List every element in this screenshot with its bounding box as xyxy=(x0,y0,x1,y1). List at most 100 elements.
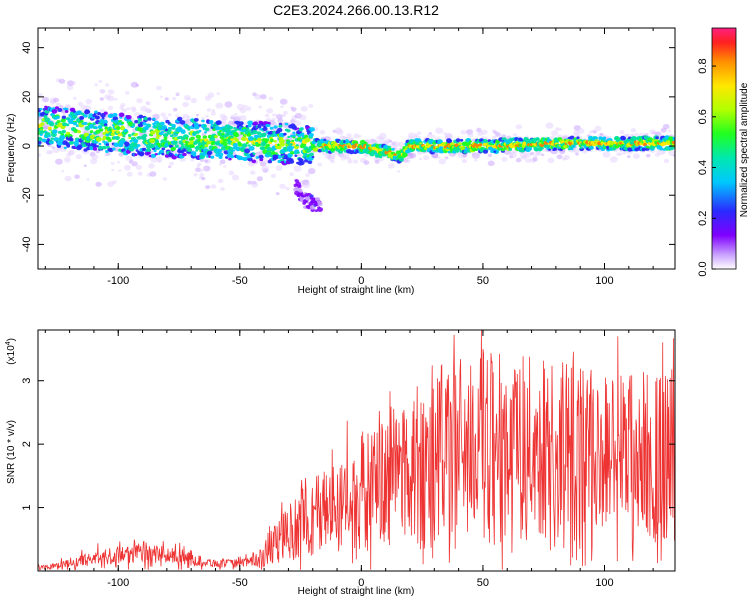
heatmap-cell xyxy=(118,169,122,172)
heatmap-cell xyxy=(646,153,651,158)
heatmap-cell xyxy=(269,154,274,158)
heatmap-cell xyxy=(150,153,157,158)
heatmap-cell xyxy=(170,131,174,134)
heatmap-cell xyxy=(556,154,563,160)
heatmap-cell xyxy=(245,130,249,133)
heatmap-cell xyxy=(162,177,167,181)
heatmap-cell xyxy=(509,151,517,159)
heatmap-cell xyxy=(52,129,58,134)
heatmap-cell xyxy=(103,111,108,115)
heatmap-cell xyxy=(244,148,251,154)
heatmap-cell xyxy=(513,133,518,137)
heatmap-cell xyxy=(131,123,136,126)
heatmap-cell xyxy=(198,124,202,127)
heatmap-cell xyxy=(40,122,45,126)
heatmap-cell xyxy=(391,148,395,151)
heatmap-cell xyxy=(204,159,209,163)
heatmap-cell xyxy=(122,108,128,113)
heatmap-cell xyxy=(73,96,77,100)
heatmap-cell xyxy=(323,138,327,142)
heatmap-cell xyxy=(317,162,323,167)
heatmap-cell xyxy=(138,118,142,122)
heatmap-cell xyxy=(607,135,612,139)
heatmap-cell xyxy=(89,130,94,134)
heatmap-cell xyxy=(102,136,106,139)
snr-xtick-label: 0 xyxy=(358,577,364,589)
heatmap-cell xyxy=(163,116,169,121)
heatmap-cell xyxy=(275,192,280,196)
heatmap-cell xyxy=(118,140,125,145)
heatmap-cell xyxy=(147,117,152,121)
heatmap-cell xyxy=(254,94,262,100)
heatmap-cell xyxy=(171,124,176,128)
heatmap-cell xyxy=(49,122,55,127)
heatmap-cell xyxy=(482,149,489,154)
heatmap-cell xyxy=(330,159,335,164)
heatmap-cell xyxy=(75,154,82,160)
heatmap-cell xyxy=(599,132,604,136)
heatmap-cell xyxy=(293,120,301,126)
heatmap-cell xyxy=(197,162,202,166)
spectrogram-ytick-label: 0 xyxy=(21,143,33,149)
heatmap-cell xyxy=(258,154,264,159)
heatmap-cell xyxy=(297,184,302,188)
heatmap-cell xyxy=(272,113,277,117)
heatmap-cell xyxy=(51,109,58,114)
heatmap-cell xyxy=(108,113,114,118)
heatmap-cell xyxy=(57,141,63,146)
heatmap-cell xyxy=(39,107,43,111)
heatmap-cell xyxy=(277,127,283,133)
heatmap-cell xyxy=(186,147,193,153)
heatmap-cell xyxy=(286,145,293,151)
heatmap-cell xyxy=(228,146,234,151)
heatmap-cell xyxy=(298,189,303,193)
heatmap-cell xyxy=(279,183,286,189)
heatmap-cell xyxy=(147,124,152,127)
heatmap-cell xyxy=(397,141,405,148)
heatmap-cell xyxy=(205,114,209,118)
heatmap-cell xyxy=(133,139,139,144)
heatmap-cell xyxy=(128,146,135,152)
heatmap-cell xyxy=(108,126,112,129)
heatmap-cell xyxy=(174,153,178,157)
heatmap-cell xyxy=(75,139,80,143)
heatmap-cell xyxy=(278,124,283,128)
heatmap-cell xyxy=(92,122,96,126)
heatmap-cell xyxy=(245,127,250,131)
heatmap-cell xyxy=(110,161,115,165)
heatmap-cell xyxy=(60,118,66,123)
heatmap-cell xyxy=(308,104,314,108)
heatmap-cell xyxy=(155,136,160,140)
heatmap-cell xyxy=(571,144,576,148)
heatmap-cell xyxy=(172,97,177,101)
heatmap-cell xyxy=(667,129,672,133)
snr-ytick-label: 1 xyxy=(21,505,33,511)
heatmap-cell xyxy=(221,132,225,136)
heatmap-cell xyxy=(300,132,305,136)
heatmap-cell xyxy=(266,147,273,152)
heatmap-cell xyxy=(388,147,392,151)
heatmap-cell xyxy=(455,138,461,143)
heatmap-cell xyxy=(205,185,211,190)
heatmap-cell xyxy=(501,134,507,139)
heatmap-cell xyxy=(64,157,71,163)
heatmap-cell xyxy=(180,143,184,146)
heatmap-cell xyxy=(182,148,187,152)
heatmap-cell xyxy=(79,115,85,120)
heatmap-cell xyxy=(98,79,103,83)
heatmap-cell xyxy=(137,144,141,147)
heatmap-cell xyxy=(145,101,151,106)
heatmap-cell xyxy=(107,89,115,95)
heatmap-cell xyxy=(619,130,625,135)
heatmap-cell xyxy=(64,175,72,182)
heatmap-cell xyxy=(217,152,224,157)
heatmap-cell xyxy=(272,130,276,134)
heatmap-cell xyxy=(153,149,157,153)
heatmap-cell xyxy=(312,147,319,152)
heatmap-cell xyxy=(171,154,177,160)
heatmap-cell xyxy=(247,124,252,128)
heatmap-cell xyxy=(317,202,323,206)
heatmap-cell xyxy=(201,176,206,181)
heatmap-cell xyxy=(161,147,166,151)
heatmap-cell xyxy=(620,136,627,141)
